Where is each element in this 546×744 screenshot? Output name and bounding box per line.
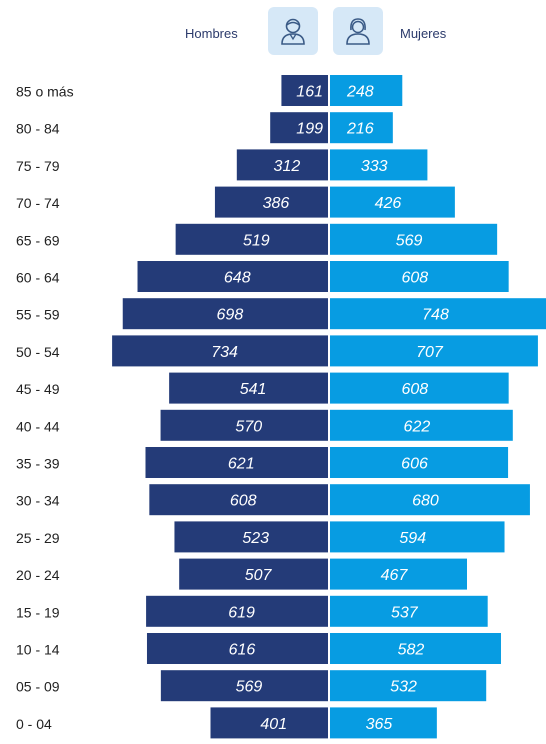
bar-label-men: 648 — [224, 270, 251, 287]
category-label: 45 - 49 — [16, 381, 60, 397]
bar-women — [330, 335, 538, 367]
bar-women — [330, 558, 467, 590]
bar-men — [160, 409, 328, 441]
bar-label-women: 707 — [416, 344, 444, 361]
bar-women — [330, 595, 488, 627]
bar-men — [149, 484, 328, 516]
bar-label-women: 216 — [346, 121, 374, 138]
category-label: 0 - 04 — [16, 716, 52, 732]
woman-icon — [333, 7, 383, 55]
bar-label-women: 582 — [398, 642, 425, 659]
bar-men — [175, 223, 328, 255]
category-label: 40 - 44 — [16, 418, 60, 434]
bar-women — [330, 484, 530, 516]
bar-label-women: 467 — [381, 567, 409, 584]
category-label: 15 - 19 — [16, 604, 60, 620]
bar-label-women: 748 — [422, 307, 449, 324]
bar-men — [179, 558, 328, 590]
category-label: 85 o más — [16, 84, 74, 100]
bar-label-women: 569 — [396, 232, 423, 249]
bar-women — [330, 447, 509, 478]
bar-label-men: 734 — [211, 344, 238, 361]
bar-label-men: 541 — [240, 381, 267, 398]
category-label: 60 - 64 — [16, 270, 60, 286]
bar-men — [236, 149, 328, 181]
bar-women — [330, 633, 501, 664]
bar-label-men: 523 — [242, 530, 269, 547]
bar-women — [330, 372, 509, 404]
bar-label-men: 621 — [228, 456, 255, 473]
bar-label-women: 608 — [401, 381, 428, 398]
bar-label-men: 698 — [217, 307, 244, 324]
bar-men — [112, 335, 328, 367]
bar-men — [281, 75, 328, 106]
bar-women — [330, 521, 505, 553]
category-label: 05 - 09 — [16, 679, 60, 695]
bar-label-women: 680 — [412, 493, 439, 510]
bar-men — [174, 521, 328, 553]
bar-label-men: 312 — [274, 158, 301, 175]
category-label: 50 - 54 — [16, 344, 60, 360]
bar-label-men: 608 — [230, 493, 257, 510]
bar-label-women: 608 — [401, 270, 428, 287]
bar-label-women: 365 — [366, 716, 393, 733]
category-label: 70 - 74 — [16, 195, 60, 211]
legend-women-label: Mujeres — [400, 26, 447, 41]
bar-label-men: 619 — [228, 604, 255, 621]
category-label: 10 - 14 — [16, 642, 60, 658]
bar-women — [330, 186, 455, 218]
bar-men — [145, 447, 328, 478]
bar-women — [330, 409, 513, 441]
legend: Hombres Mujeres — [0, 0, 546, 70]
category-label: 20 - 24 — [16, 567, 60, 583]
bar-label-men: 616 — [229, 642, 256, 659]
bar-men — [146, 633, 328, 664]
bar-label-men: 519 — [243, 232, 270, 249]
bar-label-women: 532 — [390, 679, 417, 696]
bar-label-men: 401 — [260, 716, 287, 733]
bar-women — [330, 670, 487, 702]
bar-women — [330, 223, 498, 255]
bar-women — [330, 298, 546, 330]
bar-women — [330, 707, 437, 739]
bar-men — [270, 112, 328, 144]
bar-men — [160, 670, 328, 702]
bar-label-women: 622 — [404, 418, 431, 435]
bar-women — [330, 149, 428, 181]
category-label: 65 - 69 — [16, 232, 60, 248]
bar-label-women: 606 — [401, 456, 428, 473]
bar-men — [122, 298, 328, 330]
category-label: 55 - 59 — [16, 307, 60, 323]
man-icon — [268, 7, 318, 55]
bar-label-men: 507 — [245, 567, 273, 584]
bar-women — [330, 112, 393, 144]
bar-label-men: 199 — [296, 121, 323, 138]
bar-label-men: 569 — [236, 679, 263, 696]
bar-men — [214, 186, 328, 218]
bar-men — [210, 707, 328, 739]
bar-men — [137, 261, 328, 292]
bar-women — [330, 261, 509, 292]
legend-men-label: Hombres — [185, 26, 238, 41]
bar-label-women: 426 — [375, 195, 402, 212]
category-label: 30 - 34 — [16, 493, 60, 509]
bar-men — [146, 595, 328, 627]
bar-label-men: 570 — [235, 418, 262, 435]
category-label: 80 - 84 — [16, 121, 60, 137]
bar-label-men: 161 — [296, 84, 323, 101]
bar-men — [169, 372, 328, 404]
category-label: 25 - 29 — [16, 530, 60, 546]
bar-label-women: 594 — [399, 530, 426, 547]
bar-label-women: 333 — [361, 158, 388, 175]
bar-women — [330, 75, 403, 106]
bar-label-men: 386 — [263, 195, 290, 212]
category-label: 75 - 79 — [16, 158, 60, 174]
bar-label-women: 537 — [391, 604, 419, 621]
bar-label-women: 248 — [346, 84, 374, 101]
category-label: 35 - 39 — [16, 456, 60, 472]
